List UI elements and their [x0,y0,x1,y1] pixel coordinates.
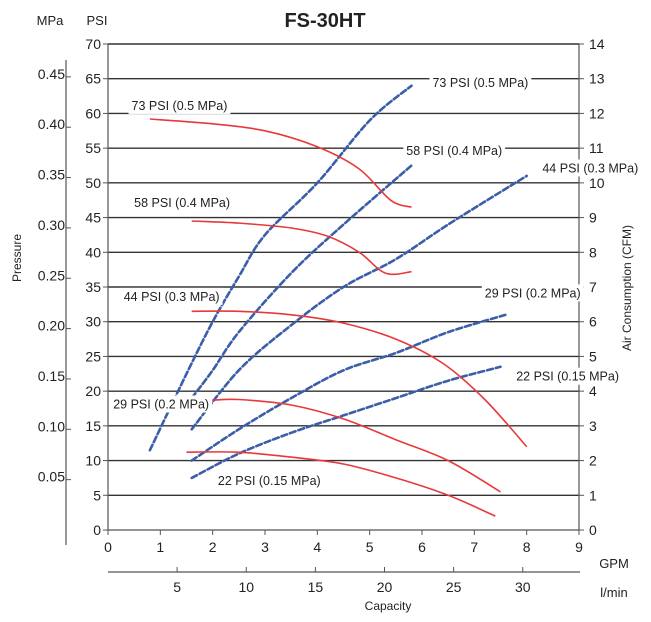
psi-tick-label: 25 [85,348,101,364]
gpm-tick-label: 3 [261,539,269,555]
mpa-tick-label: 0.35 [38,167,65,183]
curve-label: 58 PSI (0.4 MPa) [134,196,230,210]
mpa-tick-label: 0.05 [38,469,65,485]
curve-label: 22 PSI (0.15 MPa) [516,370,619,384]
mpa-tick-label: 0.15 [38,368,65,384]
cfm-tick-label: 9 [589,210,597,226]
gpm-tick-label: 2 [209,539,217,555]
cfm-tick-label: 0 [589,522,597,538]
cfm-tick-label: 7 [589,279,597,295]
curve-label: 29 PSI (0.2 MPa) [113,398,209,412]
lmin-tick-label: 30 [515,579,531,595]
gpm-tick-label: 5 [366,539,374,555]
lmin-unit-label: l/min [600,585,627,600]
lmin-tick-label: 15 [308,579,324,595]
gpm-tick-label: 8 [523,539,531,555]
cfm-tick-label: 14 [589,36,605,52]
curve-label: 58 PSI (0.4 MPa) [406,144,502,158]
curve-label: 73 PSI (0.5 MPa) [432,76,528,90]
psi-tick-label: 50 [85,175,101,191]
chart-title: FS-30HT [284,10,365,32]
gpm-tick-label: 4 [313,539,321,555]
lmin-tick-label: 25 [446,579,462,595]
psi-tick-label: 70 [85,36,101,52]
gpm-tick-label: 9 [575,539,583,555]
cfm-tick-label: 1 [589,487,597,503]
cfm-tick-label: 13 [589,71,605,87]
cfm-tick-label: 4 [589,383,597,399]
lmin-tick-label: 10 [238,579,254,595]
psi-tick-label: 30 [85,314,101,330]
axes-layer: 05101520253035404550556065700.050.100.15… [38,36,605,595]
lmin-tick-label: 5 [173,579,181,595]
cfm-tick-label: 2 [589,453,597,469]
cfm-axis-label: Air Consumption (CFM) [620,225,634,351]
curve-label: 44 PSI (0.3 MPa) [542,161,638,175]
cfm-tick-label: 5 [589,348,597,364]
psi-tick-label: 65 [85,71,101,87]
mpa-tick-label: 0.20 [38,318,65,334]
gpm-tick-label: 0 [104,539,112,555]
performance-curve [192,221,412,274]
mpa-tick-label: 0.10 [38,418,65,434]
cfm-tick-label: 6 [589,314,597,330]
curve-label: 44 PSI (0.3 MPa) [124,290,220,304]
gpm-tick-label: 6 [418,539,426,555]
psi-tick-label: 40 [85,244,101,260]
mpa-unit-label: MPa [37,13,65,28]
pressure-axis-label: Pressure [10,234,24,282]
performance-curve [150,119,412,207]
psi-tick-label: 5 [93,487,101,503]
mpa-tick-label: 0.25 [38,267,65,283]
psi-tick-label: 45 [85,210,101,226]
mpa-tick-label: 0.40 [38,116,65,132]
cfm-tick-label: 3 [589,418,597,434]
cfm-tick-label: 10 [589,175,605,191]
capacity-axis-label: Capacity [365,599,412,613]
psi-tick-label: 35 [85,279,101,295]
air-consumption-curve [192,315,506,461]
curve-label: 73 PSI (0.5 MPa) [132,99,228,113]
psi-tick-label: 20 [85,383,101,399]
mpa-tick-label: 0.30 [38,217,65,233]
psi-tick-label: 10 [85,453,101,469]
psi-unit-label: PSI [87,13,108,28]
cfm-tick-label: 8 [589,244,597,260]
psi-tick-label: 0 [93,522,101,538]
psi-tick-label: 60 [85,105,101,121]
curve-label: 29 PSI (0.2 MPa) [485,286,581,300]
mpa-tick-label: 0.45 [38,66,65,82]
curve-label: 22 PSI (0.15 MPa) [218,474,321,488]
lmin-tick-label: 20 [377,579,393,595]
cfm-tick-label: 11 [589,140,604,156]
gpm-tick-label: 7 [470,539,478,555]
gpm-unit-label: GPM [599,556,629,571]
curve-labels-layer: 73 PSI (0.5 MPa) 58 PSI (0.4 MPa) 44 PSI (… [110,74,641,489]
cfm-tick-label: 12 [589,105,605,121]
psi-tick-label: 55 [85,140,101,156]
gpm-tick-label: 1 [156,539,164,555]
psi-tick-label: 15 [85,418,101,434]
